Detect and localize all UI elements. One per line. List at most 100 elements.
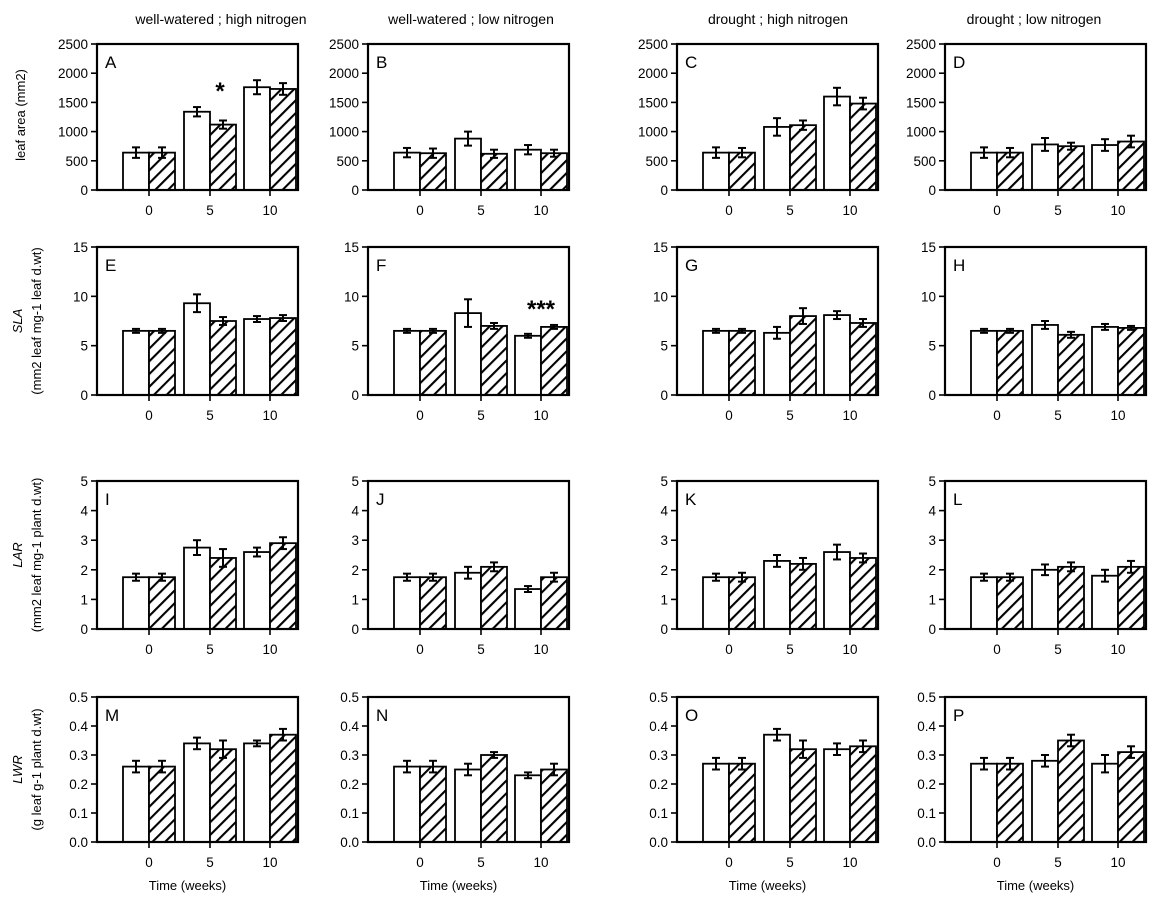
bar-hatched [1057,565,1085,630]
bar-open [702,762,730,843]
y-tick-label: 2000 [329,66,359,81]
bar-hatched [789,562,817,630]
x-tick-label: 5 [786,855,794,870]
panel-letter: H [953,256,965,275]
y-tick-label: 1500 [906,95,936,110]
x-tick-label: 0 [725,408,733,423]
y-tick-label: 2 [928,563,936,578]
panel-F: 0 5 10 15 0 5 10 F *** [344,240,571,423]
x-tick-label: 0 [993,855,1001,870]
x-tick-label: 10 [1110,855,1125,870]
y-tick-label: 500 [65,154,88,169]
bar-hatched [1117,327,1145,396]
bar-hatched [419,765,447,843]
bar-open [763,331,791,396]
panel-letter: D [953,53,965,72]
panel-letter: O [685,706,698,725]
plot-frame [366,695,571,844]
panel-N: 0.0 0.1 0.2 0.3 0.4 0.5 0 5 10 N Time (weeks) [340,690,571,893]
y-tick-label: 0 [80,388,88,403]
y-tick-label: 0 [660,183,668,198]
y-tick-label: 0.0 [917,835,936,850]
x-tick-label: 5 [1054,203,1062,218]
x-tick-label: 0 [145,855,153,870]
panel-letter: K [685,490,697,509]
bar-open [514,148,542,191]
plot-frame [675,245,880,397]
y-tick-label: 0.5 [649,690,668,705]
panel-P: 0.0 0.1 0.2 0.3 0.4 0.5 0 5 10 P Time (weeks) [917,690,1148,893]
x-tick-label: 0 [145,203,153,218]
bar-open [763,560,791,630]
bar-hatched [540,576,568,630]
y-axis-label-units: (g leaf g-1 plant d.wt) [29,708,44,830]
plot-frame [366,479,571,631]
panel-letter: N [376,706,388,725]
bar-open [1031,759,1059,843]
y-tick-label: 2000 [58,66,88,81]
x-tick-label: 0 [725,203,733,218]
y-tick-label: 500 [645,154,668,169]
bar-open [1031,568,1059,630]
x-tick-label: 0 [145,408,153,423]
bar-hatched [728,762,756,843]
panel-B: 0 500 1000 1500 2000 2500 0 5 10 B [329,37,571,218]
y-tick-label: 0.2 [340,777,359,792]
y-tick-label: 0 [660,622,668,637]
x-tick-label: 5 [477,203,485,218]
bar-open [823,551,851,630]
y-tick-label: 0.3 [340,748,359,763]
x-tick-label: 10 [262,642,277,657]
bar-hatched [728,576,756,630]
y-tick-label: 0.0 [340,835,359,850]
y-tick-label: 0.1 [69,806,88,821]
plot-frame [366,42,571,192]
x-tick-label: 0 [725,642,733,657]
bar-hatched [849,322,877,396]
y-axis-label-abbrev: LAR [10,542,25,567]
x-tick-label: 0 [145,642,153,657]
x-tick-label: 10 [262,203,277,218]
bar-hatched [419,329,447,396]
x-tick-label: 5 [477,642,485,657]
x-tick-label: 10 [533,408,548,423]
panel-letter: B [376,53,387,72]
y-tick-label: 3 [928,533,936,548]
y-tick-label: 0.4 [649,719,668,734]
bar-hatched [540,768,568,843]
y-axis-label-units: (mm2 leaf mg-1 plant d.wt) [29,478,44,633]
x-tick-label: 5 [786,408,794,423]
panel-L: 0 1 2 3 4 5 0 5 10 L [928,474,1148,657]
x-tick-label: 5 [477,408,485,423]
bar-hatched [1117,751,1145,843]
panel-K: 0 1 2 3 4 5 0 5 10 K [660,474,880,657]
y-tick-label: 0.1 [917,806,936,821]
y-tick-label: 5 [660,474,668,489]
y-tick-label: 10 [73,289,88,304]
y-tick-label: 1000 [906,125,936,140]
bar-hatched [209,320,237,396]
y-tick-label: 2000 [906,66,936,81]
y-tick-label: 0.3 [917,748,936,763]
y-tick-label: 2500 [638,37,668,52]
column-title: well-watered ; low nitrogen [387,11,554,27]
bar-hatched [269,317,297,396]
plot-frame [95,42,300,192]
y-tick-label: 1500 [638,95,668,110]
y-tick-label: 5 [80,339,88,354]
bar-open [393,765,421,843]
y-tick-label: 1 [351,592,359,607]
bar-hatched [148,765,176,843]
bar-hatched [269,88,297,191]
y-tick-label: 2500 [329,37,359,52]
y-tick-label: 1500 [58,95,88,110]
bar-hatched [728,329,756,396]
panel-M: 0.0 0.1 0.2 0.3 0.4 0.5 0 5 10 M Time (weeks) [69,690,300,893]
panel-A: 0 500 1000 1500 2000 2500 0 5 10 A * [58,37,300,218]
bar-hatched [209,123,237,191]
y-tick-label: 10 [921,289,936,304]
bar-hatched [540,152,568,191]
panel-letter: A [105,53,117,72]
y-tick-label: 5 [928,474,936,489]
